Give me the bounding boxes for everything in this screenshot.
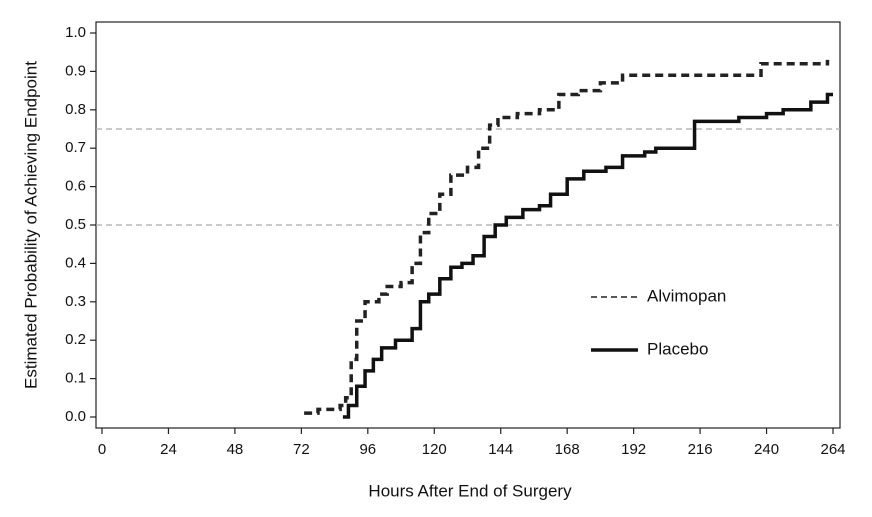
legend-label: Alvimopan xyxy=(647,286,726,305)
x-tick-label: 72 xyxy=(293,441,310,458)
data-line xyxy=(304,59,830,415)
legend-label: Placebo xyxy=(647,339,708,358)
y-tick-label: 0.4 xyxy=(65,254,86,271)
y-tick-label: 0.5 xyxy=(65,216,86,233)
y-tick-label: 1.0 xyxy=(65,24,86,41)
y-tick-label: 0.8 xyxy=(65,101,86,118)
x-tick-label: 48 xyxy=(227,441,244,458)
x-tick-label: 96 xyxy=(359,441,376,458)
y-tick-label: 0.9 xyxy=(65,62,86,79)
x-tick-label: 264 xyxy=(820,441,845,458)
y-tick-label: 0.2 xyxy=(65,331,86,348)
y-tick-label: 0.3 xyxy=(65,293,86,310)
y-axis-label: Estimated Probability of Achieving Endpo… xyxy=(21,61,40,389)
y-tick-label: 0.0 xyxy=(65,408,86,425)
x-tick-label: 144 xyxy=(488,441,513,458)
x-tick-label: 216 xyxy=(688,441,713,458)
y-tick-label: 0.6 xyxy=(65,178,86,195)
x-tick-label: 24 xyxy=(160,441,177,458)
y-tick-label: 0.1 xyxy=(65,370,86,387)
y-tick-label: 0.7 xyxy=(65,139,86,156)
x-tick-label: 192 xyxy=(621,441,646,458)
x-tick-label: 168 xyxy=(555,441,580,458)
data-line xyxy=(342,92,833,419)
x-tick-label: 120 xyxy=(422,441,447,458)
x-axis-label: Hours After End of Surgery xyxy=(368,481,572,500)
x-tick-label: 240 xyxy=(754,441,779,458)
x-tick-label: 0 xyxy=(98,441,106,458)
